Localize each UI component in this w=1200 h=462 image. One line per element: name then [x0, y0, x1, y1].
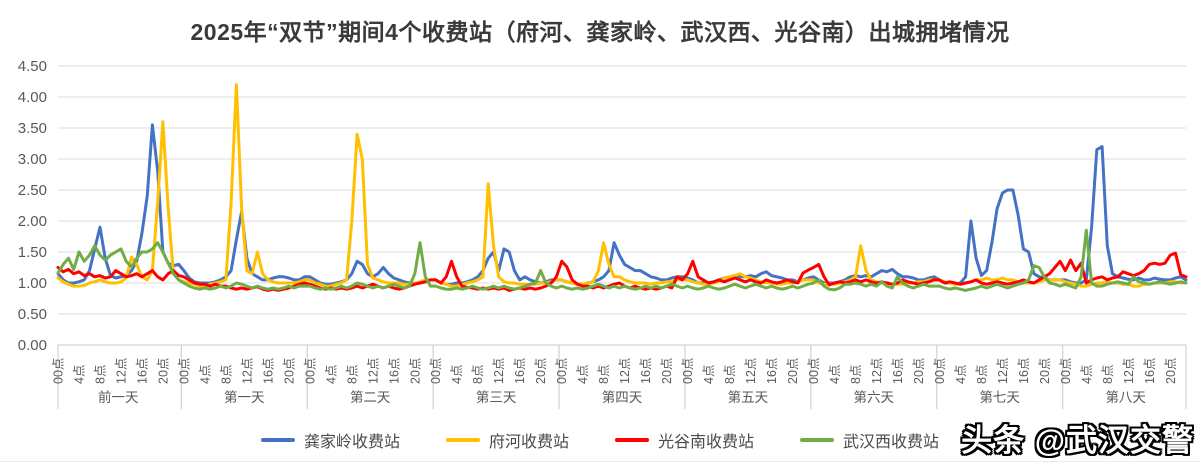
x-tick-label: 00点 [807, 358, 821, 384]
x-tick-label: 8点 [723, 365, 737, 384]
x-axis-hour-labels: 00点 4点 8点 12点 16点 20点 00点 4点 8点 12点 16点 20点 00点 4点 8点 1… [52, 358, 1178, 384]
y-axis-labels: 0.00 0.50 1.00 1.50 2.00 2.50 3.00 3.50 4.00 4.50 [18, 58, 47, 354]
x-tick-label: 00点 [1059, 358, 1073, 384]
x-tick-label: 20点 [408, 358, 422, 384]
x-tick-label: 12点 [744, 358, 758, 384]
x-tick-label: 12点 [492, 358, 506, 384]
y-tick-label: 0.50 [18, 306, 47, 323]
legend-item-1: 府河收费站 [445, 428, 569, 452]
legend-item-0: 龚家岭收费站 [260, 428, 400, 452]
y-tick-label: 4.00 [18, 89, 47, 106]
legend-label: 龚家岭收费站 [303, 434, 400, 451]
x-tick-label: 00点 [429, 358, 443, 384]
x-tick-label: 00点 [555, 358, 569, 384]
x-tick-label: 20点 [534, 358, 548, 384]
watermark: 头条 @武汉交警 [961, 423, 1194, 458]
day-label: 第八天 [1105, 389, 1146, 405]
day-label: 第五天 [728, 389, 769, 405]
series-line-1 [56, 83, 1188, 288]
day-label: 第一天 [224, 389, 265, 405]
day-label: 第三天 [476, 389, 517, 405]
x-tick-label: 00点 [177, 358, 191, 384]
legend-swatch [445, 438, 480, 442]
x-tick-label: 16点 [1017, 358, 1031, 384]
y-tick-label: 3.50 [18, 120, 47, 137]
x-tick-label: 4点 [1080, 365, 1094, 384]
day-label: 第七天 [979, 389, 1020, 405]
x-tick-label: 00点 [681, 358, 695, 384]
x-tick-label: 16点 [513, 358, 527, 384]
y-tick-label: 2.50 [18, 182, 47, 199]
x-tick-label: 12点 [870, 358, 884, 384]
legend-swatch [260, 438, 295, 442]
x-tick-label: 16点 [765, 358, 779, 384]
x-tick-label: 16点 [639, 358, 653, 384]
y-tick-label: 4.50 [18, 58, 47, 75]
x-tick-label: 20点 [786, 358, 800, 384]
x-tick-label: 8点 [219, 365, 233, 384]
chart-legend: 龚家岭收费站 府河收费站 光谷南收费站 武汉西收费站 [0, 428, 1200, 452]
legend-item-2: 光谷南收费站 [615, 428, 754, 452]
x-tick-label: 4点 [73, 365, 87, 384]
x-tick-label: 8点 [345, 365, 359, 384]
x-tick-label: 4点 [324, 365, 338, 384]
legend-item-3: 武汉西收费站 [800, 428, 939, 452]
x-tick-label: 00点 [52, 358, 66, 384]
day-label: 第二天 [350, 389, 391, 405]
x-tick-label: 16点 [387, 358, 401, 384]
x-tick-label: 8点 [94, 365, 108, 384]
x-tick-label: 4点 [954, 365, 968, 384]
x-tick-label: 20点 [1164, 358, 1178, 384]
x-tick-label: 4点 [702, 365, 716, 384]
legend-swatch [615, 438, 649, 442]
legend-label: 光谷南收费站 [658, 434, 755, 451]
x-tick-label: 4点 [450, 365, 464, 384]
x-tick-label: 00点 [303, 358, 317, 384]
x-tick-label: 8点 [849, 365, 863, 384]
legend-swatch [800, 438, 835, 442]
legend-label: 府河收费站 [488, 434, 569, 451]
x-tick-label: 12点 [115, 358, 129, 384]
day-label: 第四天 [602, 389, 643, 405]
x-tick-label: 16点 [891, 358, 905, 384]
x-tick-label: 4点 [576, 365, 590, 384]
series-line-2 [56, 251, 1188, 292]
y-tick-label: 2.00 [18, 213, 47, 230]
x-tick-label: 16点 [1143, 358, 1157, 384]
x-tick-label: 00点 [933, 358, 947, 384]
x-tick-label: 12点 [366, 358, 380, 384]
x-tick-label: 4点 [198, 365, 212, 384]
x-tick-label: 8点 [597, 365, 611, 384]
x-axis-band [57, 344, 1187, 409]
y-tick-label: 0.00 [18, 337, 47, 354]
y-tick-label: 3.00 [18, 151, 47, 168]
x-tick-label: 8点 [975, 365, 989, 384]
x-tick-label: 12点 [1122, 358, 1136, 384]
x-tick-label: 20点 [660, 358, 674, 384]
x-tick-label: 12点 [618, 358, 632, 384]
x-tick-label: 4点 [828, 365, 842, 384]
x-tick-label: 16点 [135, 358, 149, 384]
x-tick-label: 20点 [912, 358, 926, 384]
x-tick-label: 16点 [261, 358, 275, 384]
x-tick-label: 8点 [1101, 365, 1115, 384]
x-tick-label: 20点 [156, 358, 170, 384]
chart-title: 2025年“双节”期间4个收费站（府河、龚家岭、武汉西、光谷南）出城拥堵情况 [190, 19, 1010, 45]
x-axis-day-labels: 前一天 第一天 第二天 第三天 第四天 第五天 第六天 第七天 第八天 [98, 389, 1146, 405]
series-line-3 [56, 228, 1188, 292]
series-lines [56, 83, 1188, 292]
legend-label: 武汉西收费站 [843, 434, 940, 451]
day-label: 前一天 [98, 389, 139, 405]
x-tick-label: 12点 [996, 358, 1010, 384]
y-tick-label: 1.50 [18, 244, 47, 261]
y-tick-label: 1.00 [18, 275, 47, 292]
x-tick-label: 20点 [1038, 358, 1052, 384]
x-tick-label: 8点 [471, 365, 485, 384]
x-tick-label: 20点 [282, 358, 296, 384]
day-label: 第六天 [854, 389, 895, 405]
x-tick-label: 12点 [240, 358, 254, 384]
